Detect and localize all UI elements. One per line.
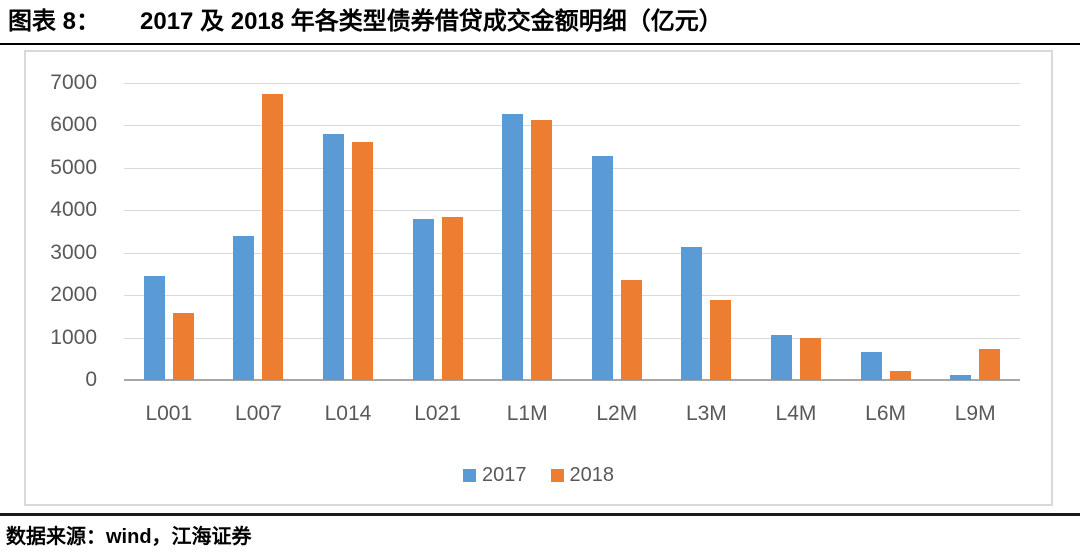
bar-2017-L014 (323, 133, 344, 380)
bar-2018-L001 (172, 313, 194, 380)
bar-2017-L001 (143, 276, 165, 380)
bar-2017-L2M (591, 155, 613, 380)
x-tick-label: L021 (414, 402, 461, 425)
figure-title: 2017 及 2018 年各类型债券借贷成交金额明细（亿元） (140, 8, 723, 35)
x-tick-label: L007 (235, 402, 282, 425)
y-tick-label: 3000 (50, 240, 97, 264)
y-tick-label: 1000 (50, 325, 97, 349)
y-tick-label: 2000 (50, 283, 97, 307)
y-tick-label: 6000 (50, 113, 97, 137)
legend-item-2018: 2018 (550, 464, 615, 487)
legend-swatch-icon (463, 469, 476, 482)
bar-2018-L007 (262, 94, 284, 380)
bar-2017-L9M (950, 374, 972, 380)
footer-divider (0, 513, 1080, 516)
legend-label: 2017 (482, 464, 527, 486)
y-tick-label: 4000 (50, 198, 97, 222)
y-tick-label: 7000 (50, 71, 97, 94)
x-tick-label: L3M (685, 402, 727, 425)
figure-caption: 图表 8： 2017 及 2018 年各类型债券借贷成交金额明细（亿元） (8, 5, 723, 39)
bar-2017-L4M (771, 335, 792, 380)
y-tick-label: 5000 (50, 155, 97, 179)
bar-2018-L1M (531, 119, 553, 380)
legend-swatch-icon (550, 469, 564, 482)
x-tick-label: L1M (506, 402, 548, 425)
gridline (124, 83, 1020, 84)
bar-2018-L3M (710, 299, 732, 380)
x-tick-label: L4M (775, 402, 817, 425)
x-axis-line (124, 379, 1020, 381)
bar-2017-L1M (502, 113, 524, 380)
gridline (124, 167, 1020, 169)
legend-item-2017: 2017 (463, 464, 527, 487)
gridline (124, 125, 1020, 127)
x-tick-label: L014 (324, 402, 372, 425)
bar-2017-L007 (233, 235, 255, 380)
figure-number: 图表 8： (8, 8, 101, 35)
y-tick-label: 0 (85, 368, 97, 391)
gridline (124, 295, 1020, 297)
legend-label: 2018 (569, 464, 615, 486)
chart-panel: 0 1000 2000 3000 4000 5000 6000 7000 L001 L007 L01… (24, 50, 1053, 506)
bar-2017-L3M (681, 246, 703, 380)
x-tick-label: L001 (145, 402, 193, 425)
gridline (124, 337, 1020, 339)
bar-2018-L2M (620, 280, 642, 380)
bar-2018-L9M (979, 349, 1001, 380)
data-source-note: 数据来源：wind，江海证券 (6, 526, 252, 548)
bar-2017-L021 (412, 219, 434, 380)
caption-divider (0, 43, 1080, 45)
gridline (124, 252, 1020, 254)
chart-legend: 2017 2018 (26, 464, 1051, 487)
bar-2018-L6M (889, 370, 911, 380)
bar-2018-L021 (441, 216, 463, 380)
bar-2018-L4M (800, 338, 821, 380)
x-tick-label: L6M (865, 402, 907, 425)
x-tick-label: L9M (954, 402, 996, 425)
x-tick-label: L2M (596, 402, 638, 425)
gridline (124, 210, 1020, 212)
bar-2018-L014 (352, 142, 373, 380)
bar-2017-L6M (860, 352, 882, 380)
